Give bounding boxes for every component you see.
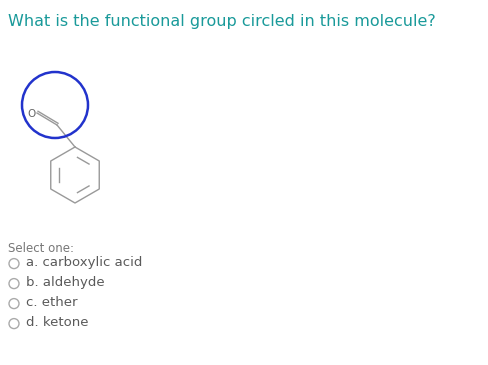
Text: b. aldehyde: b. aldehyde [26,276,104,289]
Text: What is the functional group circled in this molecule?: What is the functional group circled in … [8,14,436,29]
Text: a. carboxylic acid: a. carboxylic acid [26,256,142,269]
Text: d. ketone: d. ketone [26,316,88,329]
Text: c. ether: c. ether [26,296,78,309]
Text: Select one:: Select one: [8,242,74,255]
Text: O: O [28,109,36,119]
